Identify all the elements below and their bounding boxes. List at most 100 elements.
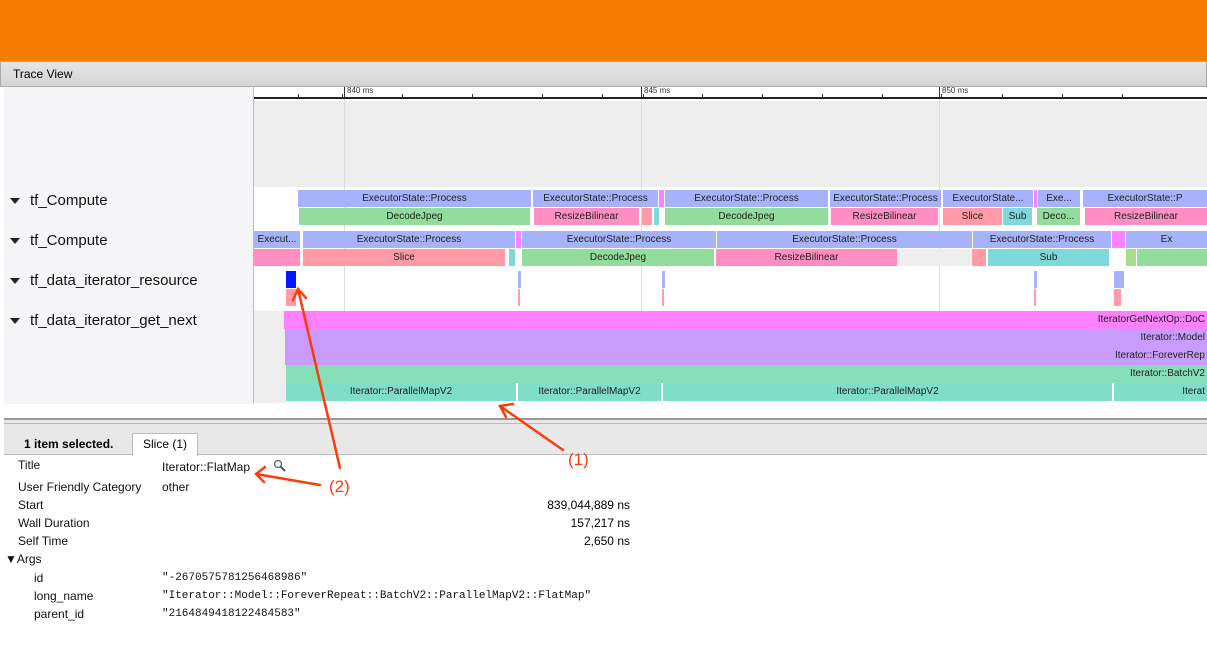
trace-slice[interactable]: Execut... — [254, 231, 300, 248]
detail-key: Title — [18, 458, 41, 472]
trace-slice[interactable] — [972, 249, 986, 266]
track-bg — [254, 311, 286, 403]
trace-slice[interactable] — [654, 208, 659, 225]
panel-resize-handle[interactable] — [4, 418, 1207, 424]
trace-slice[interactable]: Sub — [1003, 208, 1032, 225]
trace-slice[interactable]: ResizeBilinear — [831, 208, 938, 225]
trace-slice[interactable] — [516, 231, 521, 248]
trace-slice[interactable] — [286, 289, 296, 306]
trace-slice[interactable] — [1137, 249, 1207, 266]
top-bar — [0, 0, 1207, 61]
detail-value: 839,044,889 ns — [547, 498, 630, 512]
search-icon[interactable] — [273, 459, 287, 473]
selected-slice[interactable] — [286, 271, 296, 288]
trace-slice[interactable] — [1034, 190, 1037, 207]
trace-slice[interactable] — [897, 249, 971, 266]
trace-slice[interactable] — [1034, 289, 1036, 306]
trace-slice[interactable]: Iterator::ParallelMapV2 — [518, 383, 661, 401]
ruler-minor-tick — [1002, 94, 1003, 97]
trace-slice[interactable]: ExecutorState::Process — [298, 190, 531, 207]
ruler-minor-tick — [702, 94, 703, 97]
tab-slice[interactable]: Slice (1) — [132, 433, 198, 456]
trace-slice[interactable]: ExecutorState::Process — [973, 231, 1111, 248]
ruler-minor-tick — [472, 94, 473, 97]
trace-slice[interactable] — [518, 289, 520, 306]
trace-slice[interactable]: ExecutorState::Process — [665, 190, 828, 207]
trace-slice[interactable] — [1126, 249, 1136, 266]
trace-slice[interactable]: Deco... — [1037, 208, 1080, 225]
trace-slice[interactable]: DecodeJpeg — [665, 208, 828, 225]
track-label[interactable]: tf_Compute — [10, 192, 108, 209]
trace-slice[interactable] — [509, 249, 515, 266]
ruler-minor-tick — [941, 94, 942, 97]
trace-slice[interactable]: Slice — [943, 208, 1002, 225]
trace-slice[interactable]: DecodeJpeg — [299, 208, 530, 225]
ruler-minor-tick — [762, 94, 763, 97]
details-panel — [4, 424, 1207, 664]
trace-slice[interactable] — [254, 249, 300, 266]
trace-slice[interactable]: Iterator::BatchV2 — [286, 365, 1207, 383]
ruler-minor-tick — [602, 94, 603, 97]
trace-slice[interactable]: ExecutorState::P — [1083, 190, 1207, 207]
args-toggle[interactable]: ▼Args — [5, 552, 42, 566]
arg-key: parent_id — [34, 607, 85, 621]
detail-key: Self Time — [18, 534, 69, 548]
trace-slice[interactable] — [1114, 271, 1124, 288]
trace-slice[interactable]: DecodeJpeg — [522, 249, 714, 266]
selection-info: 1 item selected. — [24, 437, 114, 451]
trace-slice[interactable] — [1114, 289, 1121, 306]
trace-slice[interactable]: ResizeBilinear — [534, 208, 639, 225]
trace-slice[interactable] — [662, 289, 664, 306]
trace-slice[interactable]: Slice — [303, 249, 505, 266]
trace-slice[interactable] — [518, 271, 521, 288]
trace-slice[interactable]: ResizeBilinear — [1085, 208, 1207, 225]
ruler-minor-tick — [402, 94, 403, 97]
ruler-minor-tick — [1062, 94, 1063, 97]
arg-value: "-2670575781256468986" — [162, 572, 308, 584]
details-tabbar — [4, 424, 1207, 455]
detail-title-value: Iterator::FlatMap — [162, 460, 251, 474]
trace-slice[interactable] — [1034, 271, 1037, 288]
arg-key: long_name — [34, 589, 94, 603]
ruler-minor-tick — [822, 94, 823, 97]
ruler-minor-tick — [882, 94, 883, 97]
trace-slice[interactable]: Ex — [1126, 231, 1207, 248]
detail-value: 157,217 ns — [570, 516, 630, 530]
detail-value: other — [162, 480, 190, 494]
trace-slice[interactable]: Iterat — [1114, 383, 1207, 401]
detail-value: 2,650 ns — [583, 534, 630, 548]
track-label[interactable]: tf_data_iterator_get_next — [10, 312, 197, 329]
trace-slice[interactable]: Iterator::ParallelMapV2 — [663, 383, 1112, 401]
track-label[interactable]: tf_Compute — [10, 232, 108, 249]
trace-slice[interactable] — [662, 271, 665, 288]
track-label[interactable]: tf_data_iterator_resource — [10, 272, 198, 289]
trace-slice[interactable]: ExecutorState::Process — [717, 231, 972, 248]
trace-slice[interactable]: Exe... — [1038, 190, 1080, 207]
ruler-minor-tick — [643, 94, 644, 97]
trace-slice[interactable] — [659, 190, 664, 207]
trace-slice[interactable]: ExecutorState::Process — [830, 190, 941, 207]
trace-slice[interactable] — [1112, 231, 1125, 248]
tick-label: 850 ms — [939, 87, 968, 97]
trace-slice[interactable]: Iterator::ParallelMapV2 — [286, 383, 516, 401]
trace-slice[interactable]: Iterator::Model — [285, 329, 1207, 347]
trace-slice[interactable]: ExecutorState... — [943, 190, 1033, 207]
arg-value: "Iterator::Model::ForeverRepeat::BatchV2… — [162, 590, 592, 602]
ruler-minor-tick — [342, 94, 343, 97]
trace-slice[interactable]: Iterator::ForeverRep — [285, 347, 1207, 365]
trace-slice[interactable]: IteratorGetNextOp::DoC — [284, 311, 1207, 329]
trace-slice[interactable]: Sub — [988, 249, 1109, 266]
trace-slice[interactable]: ExecutorState::Process — [522, 231, 716, 248]
detail-key: Wall Duration — [18, 516, 90, 530]
ruler-minor-tick — [1122, 94, 1123, 97]
trace-slice[interactable] — [642, 208, 652, 225]
ruler-minor-tick — [298, 94, 299, 97]
time-ruler[interactable]: 840 ms 845 ms 850 ms — [254, 87, 1207, 99]
ruler-minor-tick — [542, 94, 543, 97]
trace-slice[interactable]: ExecutorState::Process — [533, 190, 658, 207]
trace-slice[interactable]: ExecutorState::Process — [303, 231, 515, 248]
tick-label: 840 ms — [344, 87, 373, 97]
detail-key: Start — [18, 498, 44, 512]
annotation-label: (1) — [568, 450, 589, 469]
trace-slice[interactable]: ResizeBilinear — [716, 249, 897, 266]
